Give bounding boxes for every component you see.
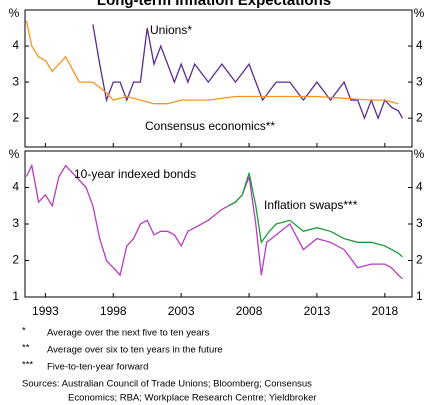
y-tick-label: 3 [12,216,19,230]
sources: Economics; RBA; Workplace Research Centr… [68,393,317,404]
y-unit: % [414,147,425,161]
x-tick-label: 2008 [236,304,263,318]
footnote-text: Five-to-ten-year forward [47,362,148,373]
series-line [25,20,399,105]
y-tick-label: 3 [416,216,423,230]
y-unit: % [9,147,20,161]
series-label: 10-year indexed bonds [74,167,196,181]
y-tick-label: 2 [416,253,423,267]
series-label: Inflation swaps*** [264,198,358,212]
y-tick-label: 2 [12,253,19,267]
footnote-text: Average over six to ten years in the fut… [47,345,223,356]
y-tick-label: 1 [416,289,423,303]
x-tick-label: 1993 [32,304,59,318]
footnote-text: Average over the next five to ten years [47,328,210,339]
y-unit: % [9,6,20,20]
series-line [228,172,403,258]
x-tick-label: 2013 [304,304,331,318]
y-tick-label: 3 [416,74,423,88]
chart-title: Long-term Inflation Expectations [97,0,331,9]
y-tick-label: 1 [12,289,19,303]
x-tick-label: 1998 [100,304,127,318]
footnote-marker: * [22,326,26,337]
footnote-marker: *** [22,360,33,371]
y-unit: % [414,6,425,20]
y-tick-label: 2 [12,110,19,124]
y-tick-label: 4 [416,38,423,52]
y-tick-label: 4 [416,180,423,194]
panel-frame [24,9,413,148]
series-label: Unions* [150,23,192,37]
x-tick-label: 2003 [168,304,195,318]
footnote-marker: ** [22,343,30,354]
y-tick-label: 3 [12,74,19,88]
y-tick-label: 2 [416,110,423,124]
series-line [92,24,404,121]
x-tick-label: 2018 [371,304,398,318]
series-line [25,163,403,280]
sources: Sources: Australian Council of Trade Uni… [22,379,312,390]
y-tick-label: 4 [12,180,19,194]
series-label: Consensus economics** [145,119,275,133]
y-tick-label: 4 [12,38,19,52]
